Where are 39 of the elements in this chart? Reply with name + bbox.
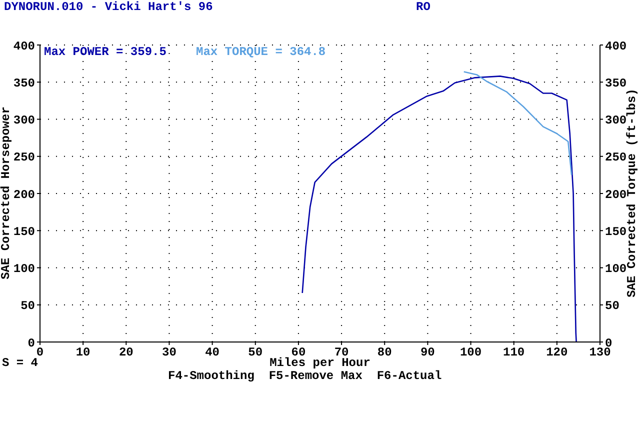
x-tick-label: 90 [420,346,435,360]
y-tick-label: 200 [13,188,35,202]
annotation: Max POWER = 359.5 [44,45,166,59]
y-tick-label: 350 [13,76,35,90]
x-tick-label: 0 [36,346,44,360]
y2-tick-label: 300 [605,114,627,128]
text: F4-Smoothing F5-Remove Max F6-Actual [168,369,442,383]
line-series [302,76,577,342]
x-tick-label: 120 [546,346,568,360]
y-tick-label: 400 [13,39,35,54]
chart-subtitle: RO [416,0,430,14]
y2-tick-label: 150 [605,224,627,239]
y2-tick-label: 50 [605,299,620,314]
x-tick-label: 100 [460,346,482,360]
y-tick-label: 300 [13,114,35,128]
chart-title: DYNORUN.010 - Vicki Hart's 96 [4,0,213,14]
y2-tick-label: 200 [605,188,627,202]
x-tick-label: 10 [76,346,90,360]
y2-tick-label: 350 [605,76,627,90]
y-axis-title: SAE Corrected Horsepower [0,106,13,280]
annotation: Max TORQUE = 364.8 [196,45,326,59]
x-tick-label: 80 [377,346,392,360]
y2-tick-label: 400 [605,39,627,54]
x-tick-label: 50 [248,346,263,360]
x-tick-label: 30 [162,346,176,360]
y-tick-label: 150 [13,224,35,239]
y2-tick-label: 100 [605,262,627,276]
x-tick-label: 40 [205,346,220,360]
y-tick-label: 250 [13,150,35,165]
x-tick-label: 110 [503,346,525,360]
x-tick-label: 20 [118,346,134,360]
text: S = 4 [2,356,38,370]
line-series [463,71,572,176]
y-tick-label: 100 [13,262,35,276]
y2-tick-label: 250 [605,150,627,165]
y2-axis-title: SAE Corrected Torque (ft-lbs) [625,88,639,298]
x-tick-label: 130 [589,346,611,360]
y-tick-label: 0 [28,336,35,350]
y-tick-label: 50 [20,299,35,314]
